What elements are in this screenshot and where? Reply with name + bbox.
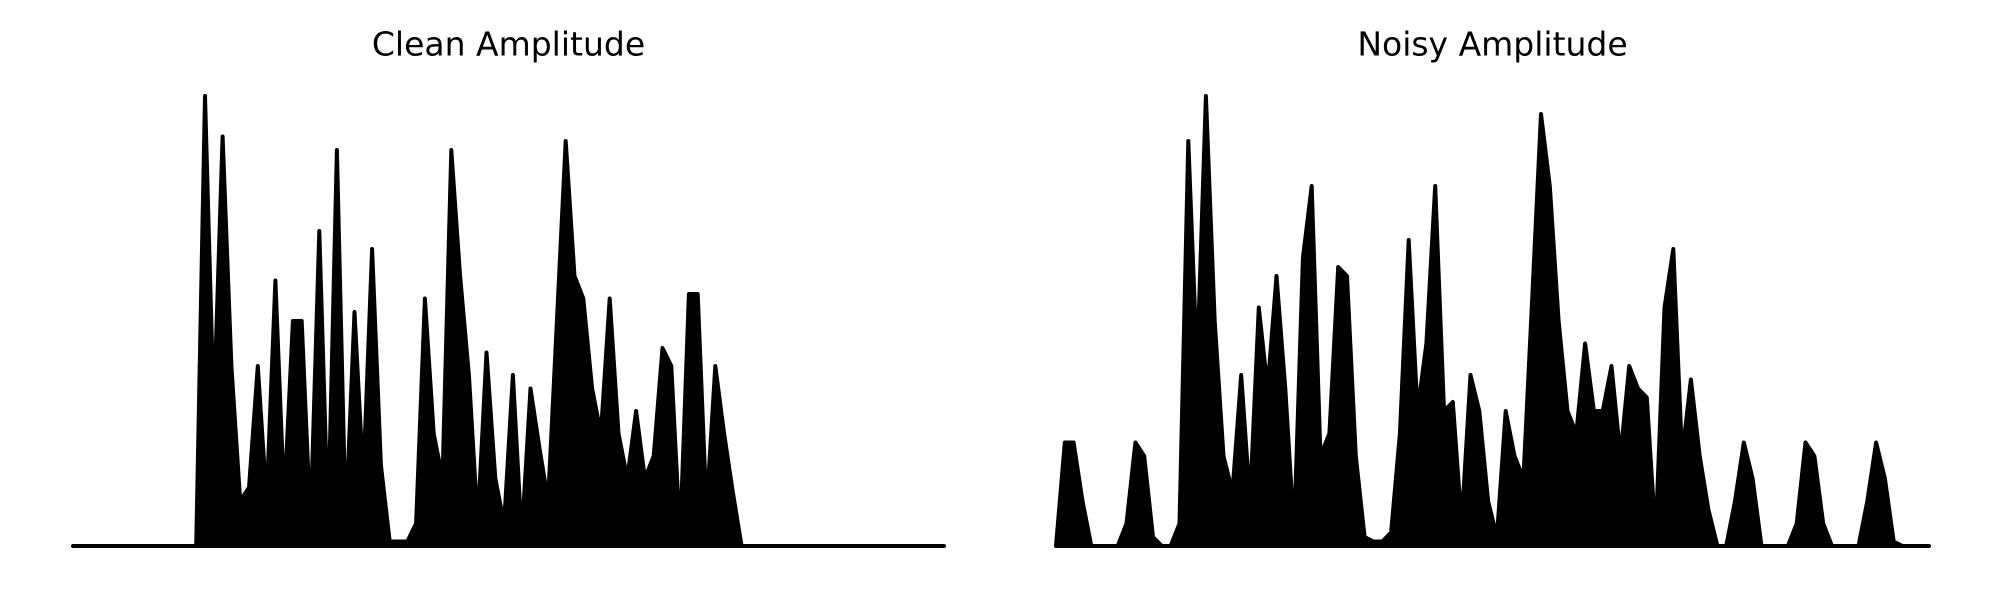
amplitude-area — [1054, 94, 1931, 548]
amplitude-area — [71, 94, 946, 548]
chart-title: Clean Amplitude — [372, 25, 645, 64]
chart-title: Noisy Amplitude — [1357, 25, 1627, 64]
